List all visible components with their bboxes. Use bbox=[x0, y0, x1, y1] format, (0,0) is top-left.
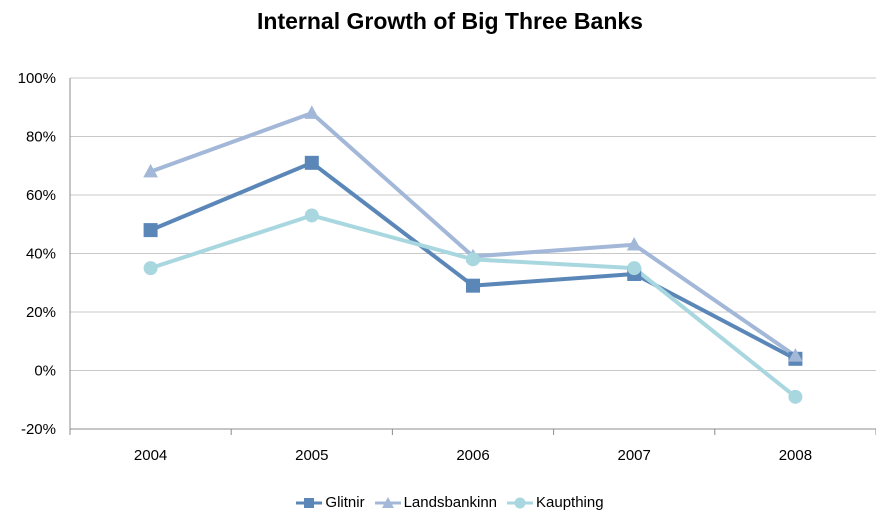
data-point-landsbankinn bbox=[788, 348, 803, 362]
legend-label: Glitnir bbox=[325, 494, 365, 511]
y-tick-label: 100% bbox=[18, 70, 56, 87]
legend-label: Landsbankinn bbox=[403, 494, 498, 511]
legend-swatch bbox=[296, 497, 323, 508]
legend-swatch bbox=[374, 496, 401, 508]
y-tick-label: 0% bbox=[34, 363, 56, 380]
data-point-kaupthing bbox=[466, 252, 480, 267]
y-tick-label: 80% bbox=[26, 129, 56, 146]
y-tick-label: 60% bbox=[26, 187, 56, 204]
data-point-glitnir bbox=[466, 278, 480, 293]
y-tick-label: 20% bbox=[26, 304, 56, 321]
legend-swatch bbox=[507, 497, 534, 508]
data-point-kaupthing bbox=[788, 389, 803, 404]
chart-title: Internal Growth of Big Three Banks bbox=[257, 8, 643, 34]
y-tick-label: 40% bbox=[26, 246, 56, 263]
legend-item-landsbankinn: Landsbankinn bbox=[374, 494, 498, 511]
x-tick-label: 2004 bbox=[134, 447, 167, 464]
legend-item-glitnir: Glitnir bbox=[296, 494, 365, 511]
data-point-landsbankinn bbox=[304, 105, 320, 119]
y-tick-label: -20% bbox=[21, 421, 56, 438]
x-tick-label: 2005 bbox=[295, 447, 328, 464]
data-point-kaupthing bbox=[304, 208, 319, 223]
legend-item-kaupthing: Kaupthing bbox=[507, 494, 604, 511]
x-tick-label: 2008 bbox=[779, 447, 812, 464]
legend-label: Kaupthing bbox=[536, 494, 604, 511]
x-tick-label: 2006 bbox=[456, 447, 489, 464]
data-point-landsbankinn bbox=[143, 163, 158, 178]
legend: Glitnir Landsbankinn Kaupthing bbox=[0, 494, 876, 511]
data-point-glitnir bbox=[143, 223, 158, 238]
data-point-glitnir bbox=[304, 155, 319, 170]
data-point-kaupthing bbox=[627, 261, 642, 276]
data-point-landsbankinn bbox=[626, 237, 642, 251]
data-point-kaupthing bbox=[143, 261, 158, 276]
x-tick-label: 2007 bbox=[618, 447, 651, 464]
